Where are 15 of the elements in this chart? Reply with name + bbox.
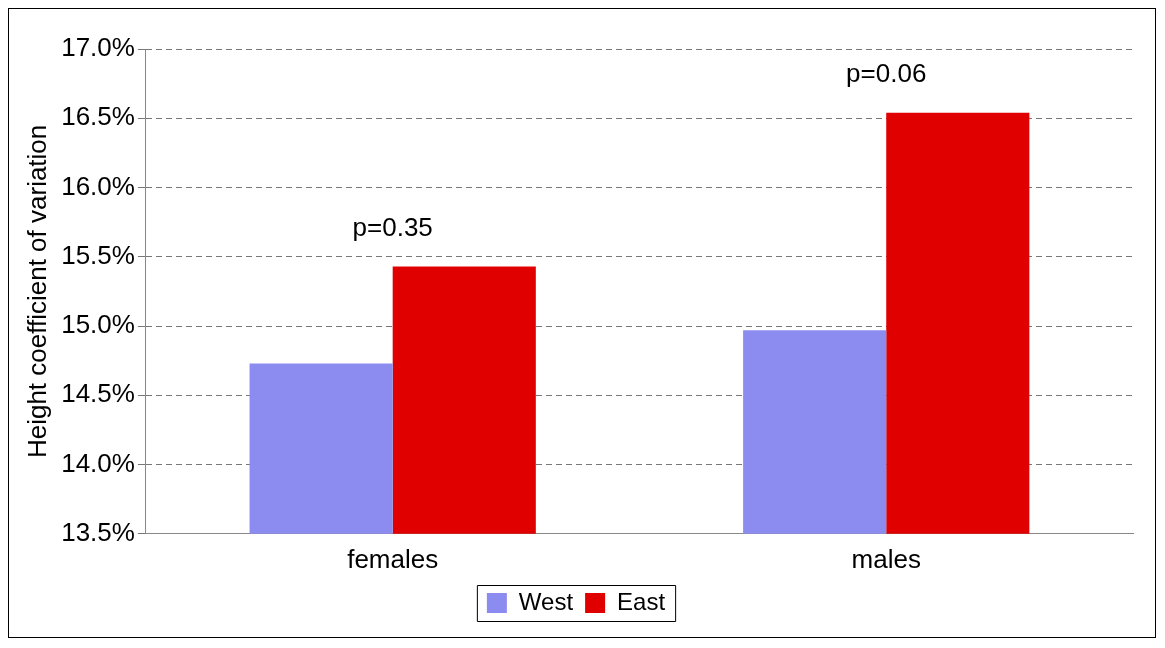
y-tick-label: 15.0% — [61, 309, 135, 340]
legend-label: West — [518, 587, 574, 615]
y-tick-label: 14.5% — [61, 378, 135, 409]
x-tick-label: males — [851, 543, 921, 574]
y-tick-label: 15.5% — [61, 239, 135, 270]
y-tick-label: 13.5% — [61, 516, 135, 547]
annotation: p=0.35 — [352, 211, 433, 242]
y-tick-label: 16.5% — [61, 101, 135, 132]
annotation: p=0.06 — [846, 57, 927, 88]
y-tick-label: 14.0% — [61, 447, 135, 478]
legend-label: East — [617, 587, 666, 615]
x-tick-label: females — [347, 543, 439, 574]
y-tick-label: 17.0% — [61, 32, 135, 63]
y-tick-label: 16.0% — [61, 170, 135, 201]
y-axis-title: Height coefficient of variation — [21, 124, 52, 459]
